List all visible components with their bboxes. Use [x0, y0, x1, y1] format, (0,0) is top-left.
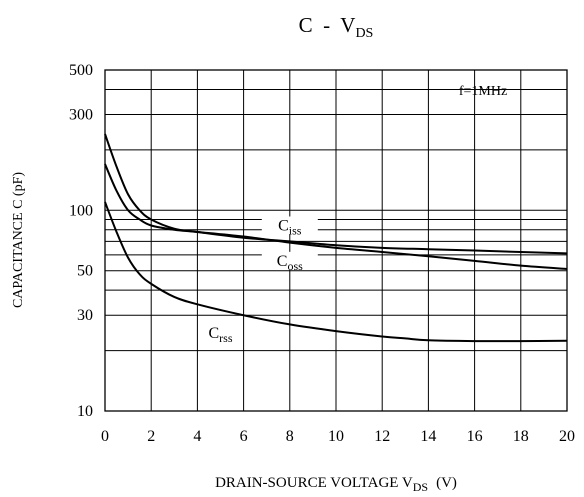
x-tick-label: 14: [420, 428, 436, 445]
x-axis-label-unit: (V): [436, 475, 457, 491]
annotation-frequency: f=1MHz: [459, 84, 507, 99]
x-tick-label: 20: [559, 428, 575, 445]
curves: [104, 133, 568, 343]
x-tick-label: 10: [328, 428, 344, 445]
x-tick-label: 6: [240, 428, 248, 445]
series-label-crss: Crss: [208, 325, 232, 345]
y-tick-label: 50: [77, 263, 93, 280]
x-tick-label: 0: [101, 428, 109, 445]
y-tick-label: 10: [77, 403, 93, 420]
series-label-background: [261, 251, 318, 270]
x-tick-label: 8: [286, 428, 294, 445]
chart-title: C - VDS: [299, 13, 374, 41]
x-axis-label: DRAIN-SOURCE VOLTAGE VDS (V): [215, 475, 457, 494]
crss-curve: [104, 201, 568, 343]
x-tick-label: 18: [513, 428, 529, 445]
y-tick-label: 100: [69, 202, 93, 219]
coss-curve: [104, 163, 568, 270]
x-tick-label: 16: [467, 428, 483, 445]
y-tick-labels: 10 30 50 100 300 500: [69, 62, 93, 420]
x-axis-label-sub: DS: [413, 480, 428, 494]
y-tick-label: 500: [69, 62, 93, 79]
y-axis-label: CAPACITANCE C (pF): [11, 172, 26, 308]
plot-frame: [104, 69, 568, 412]
series-label-coss: Coss: [277, 253, 303, 273]
grid: [105, 70, 567, 411]
chart-title-sub: DS: [355, 26, 373, 41]
x-axis-label-main: DRAIN-SOURCE VOLTAGE V: [215, 475, 413, 491]
series-labels: Ciss Coss Crss: [208, 216, 318, 345]
y-tick-label: 30: [77, 307, 93, 324]
series-label-background: [261, 216, 318, 235]
x-tick-label: 4: [193, 428, 201, 445]
ciss-curve: [104, 133, 568, 255]
x-tick-label: 12: [374, 428, 390, 445]
series-label-ciss: Ciss: [278, 217, 302, 237]
y-tick-label: 300: [69, 107, 93, 124]
x-tick-labels: 0 2 4 6 8 10 12 14 16 18 20: [101, 428, 575, 445]
x-tick-label: 2: [147, 428, 155, 445]
chart-title-main: C - V: [299, 13, 356, 37]
